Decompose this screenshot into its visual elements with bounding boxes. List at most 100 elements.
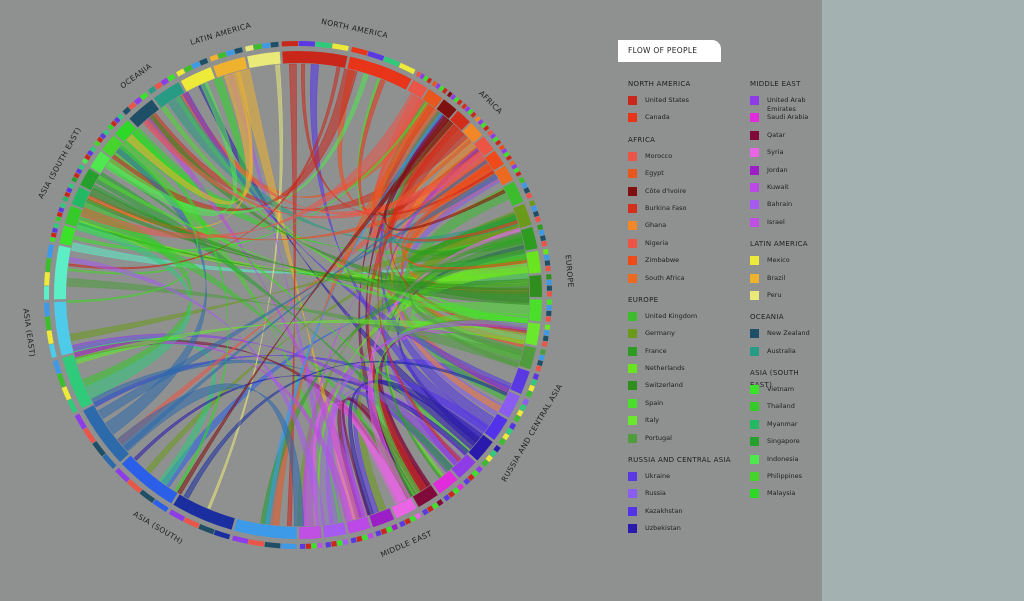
origin-arc-france [520, 226, 538, 251]
legend-swatch [628, 506, 637, 516]
legend-label: Indonesia [767, 454, 799, 463]
destination-tick [232, 535, 249, 544]
destination-tick [495, 139, 502, 146]
destination-tick [391, 523, 399, 531]
destination-tick [152, 499, 169, 513]
origin-arc-switzerland [529, 274, 543, 297]
destination-tick [431, 80, 438, 87]
origin-arc-pakistan [83, 404, 129, 463]
destination-tick [474, 116, 481, 123]
legend-swatch [750, 437, 759, 447]
legend-item: Philippines [750, 472, 822, 489]
origin-arc-indonesia [90, 151, 111, 174]
destination-tick [191, 61, 201, 70]
origin-arc-italy [524, 322, 541, 346]
legend-swatch [750, 217, 759, 227]
legend-swatch [750, 130, 759, 140]
destination-tick [538, 354, 545, 361]
legend-swatch [750, 290, 759, 300]
destination-tick [436, 499, 444, 507]
destination-tick [513, 414, 521, 423]
flow-chord [265, 112, 444, 525]
legend-item: Israel [750, 217, 822, 235]
destination-tick [110, 120, 118, 127]
legend-item: Ghana [628, 221, 731, 238]
destination-tick [546, 279, 552, 286]
destination-tick [92, 441, 106, 457]
origin-arc-saudi-arabia [432, 470, 458, 494]
destination-tick [84, 154, 91, 161]
legend-group-heading: EUROPE [628, 295, 659, 304]
destination-tick [147, 85, 157, 95]
legend-label: Canada [645, 113, 670, 122]
legend-swatch [628, 203, 637, 213]
region-arcs [44, 41, 552, 549]
flow-chord [68, 256, 326, 526]
flow-chord [75, 319, 527, 365]
destination-tick [532, 210, 540, 218]
origin-arc-south-africa [494, 165, 514, 186]
origin-arc-uzbekistan [468, 434, 493, 461]
destination-tick [351, 46, 369, 56]
legend-item: Ukraine [628, 472, 731, 489]
legend-item: Qatar [750, 130, 822, 148]
flow-chord [319, 320, 528, 526]
destination-tick [467, 473, 475, 482]
legend-swatch [750, 472, 759, 482]
destination-tick [542, 248, 549, 255]
destination-tick [128, 101, 137, 110]
legend-group-heading: LATIN AMERICA [750, 240, 808, 249]
destination-tick [55, 216, 62, 222]
legend-swatch [750, 385, 759, 395]
destination-tick [426, 77, 433, 84]
destination-tick [489, 133, 497, 140]
destination-tick [383, 56, 401, 68]
legend-swatch [628, 364, 637, 374]
flow-chord [117, 383, 305, 527]
destination-tick [183, 517, 200, 529]
legend-item: Côte d'Ivoire [628, 186, 731, 204]
destination-tick [441, 87, 448, 94]
destination-tick [546, 299, 552, 305]
origin-arc-india [234, 518, 297, 539]
legend-swatch [628, 256, 637, 266]
destination-tick [50, 232, 57, 238]
legend-swatch [750, 200, 759, 210]
legend-item: Syria [750, 148, 822, 165]
destination-tick [44, 272, 51, 286]
destination-tick [298, 41, 316, 47]
destination-tick [45, 258, 52, 272]
legend-group-heading: AFRICA [628, 135, 656, 144]
destination-tick [58, 207, 65, 213]
destination-tick [115, 467, 130, 483]
destination-tick [49, 237, 56, 243]
destination-tick [456, 483, 465, 491]
destination-tick [107, 123, 114, 131]
destination-tick [198, 524, 215, 535]
destination-tick [546, 285, 552, 291]
origin-arc-spain [528, 299, 542, 322]
destination-tick [415, 71, 422, 78]
destination-tick [518, 176, 526, 184]
legend-item: Mexico [750, 256, 822, 273]
origin-arc-thailand [64, 205, 83, 227]
legend-label: Qatar [767, 130, 786, 139]
legend-label: Kazakhstan [645, 506, 683, 515]
destination-tick [493, 445, 501, 453]
flow-chord [383, 117, 506, 231]
destination-tick [350, 537, 357, 544]
origin-arc-russia [498, 391, 520, 418]
flow-chord [74, 340, 353, 522]
destination-tick [183, 64, 193, 73]
legend-label: France [645, 346, 667, 355]
legend-swatch [628, 329, 637, 339]
destination-tick [264, 541, 281, 549]
legend-label: Spain [645, 398, 664, 407]
legend-item: Portugal [628, 433, 731, 451]
legend-swatch [628, 311, 637, 321]
legend-label: Nigeria [645, 238, 669, 247]
legend-swatch [628, 186, 637, 196]
destination-tick [544, 324, 551, 331]
destination-tick [546, 291, 552, 297]
